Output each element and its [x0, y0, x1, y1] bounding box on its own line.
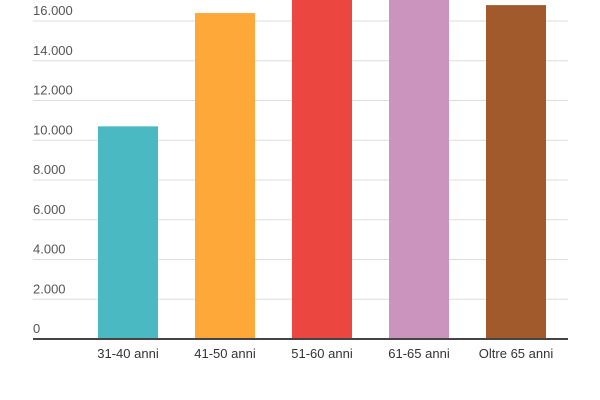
y-tick-label: 8.000	[33, 162, 66, 177]
y-tick-label: 16.000	[33, 3, 73, 18]
y-tick-label: 6.000	[33, 202, 66, 217]
y-tick-label: 4.000	[33, 242, 66, 257]
y-tick-label: 14.000	[33, 43, 73, 58]
y-tick-label: 2.000	[33, 281, 66, 296]
x-tick-label: Oltre 65 anni	[479, 346, 554, 361]
x-tick-label: 61-65 anni	[388, 346, 450, 361]
y-tick-label: 10.000	[33, 122, 73, 137]
bar-31-40-anni	[98, 126, 158, 340]
bar-oltre-65-anni	[486, 5, 546, 339]
x-tick-label: 41-50 anni	[194, 346, 256, 361]
bar-41-50-anni	[195, 13, 255, 340]
x-tick-label: 51-60 anni	[291, 346, 353, 361]
bar-51-60-anni	[292, 0, 352, 339]
y-tick-label: 12.000	[33, 83, 73, 98]
bar-61-65-anni	[389, 0, 449, 339]
y-tick-label: 0	[33, 321, 40, 336]
x-tick-label: 31-40 anni	[97, 346, 159, 361]
